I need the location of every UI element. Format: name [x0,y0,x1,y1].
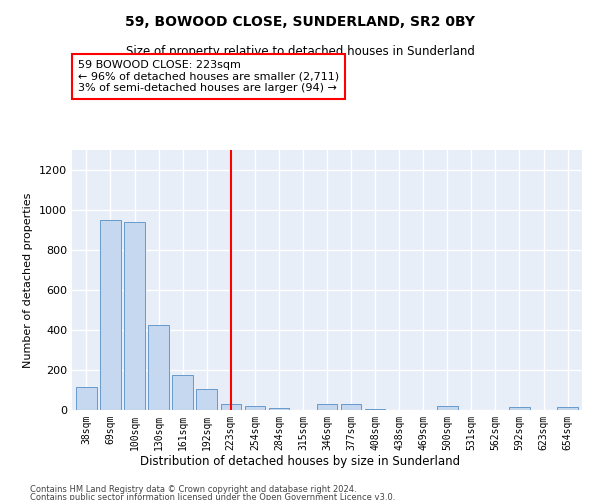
Bar [317,404,337,410]
Bar [557,407,578,410]
Text: Contains HM Land Registry data © Crown copyright and database right 2024.: Contains HM Land Registry data © Crown c… [30,485,356,494]
Bar [437,406,458,410]
Bar [341,404,361,410]
Bar [509,407,530,410]
Text: Distribution of detached houses by size in Sunderland: Distribution of detached houses by size … [140,455,460,468]
Bar [221,404,241,410]
Text: 59, BOWOOD CLOSE, SUNDERLAND, SR2 0BY: 59, BOWOOD CLOSE, SUNDERLAND, SR2 0BY [125,15,475,29]
Bar [124,222,145,410]
Y-axis label: Number of detached properties: Number of detached properties [23,192,34,368]
Text: Size of property relative to detached houses in Sunderland: Size of property relative to detached ho… [125,45,475,58]
Text: 59 BOWOOD CLOSE: 223sqm
← 96% of detached houses are smaller (2,711)
3% of semi-: 59 BOWOOD CLOSE: 223sqm ← 96% of detache… [78,60,339,93]
Bar [196,389,217,410]
Bar [172,375,193,410]
Bar [269,408,289,410]
Bar [100,220,121,410]
Text: Contains public sector information licensed under the Open Government Licence v3: Contains public sector information licen… [30,492,395,500]
Bar [76,388,97,410]
Bar [148,325,169,410]
Bar [245,406,265,410]
